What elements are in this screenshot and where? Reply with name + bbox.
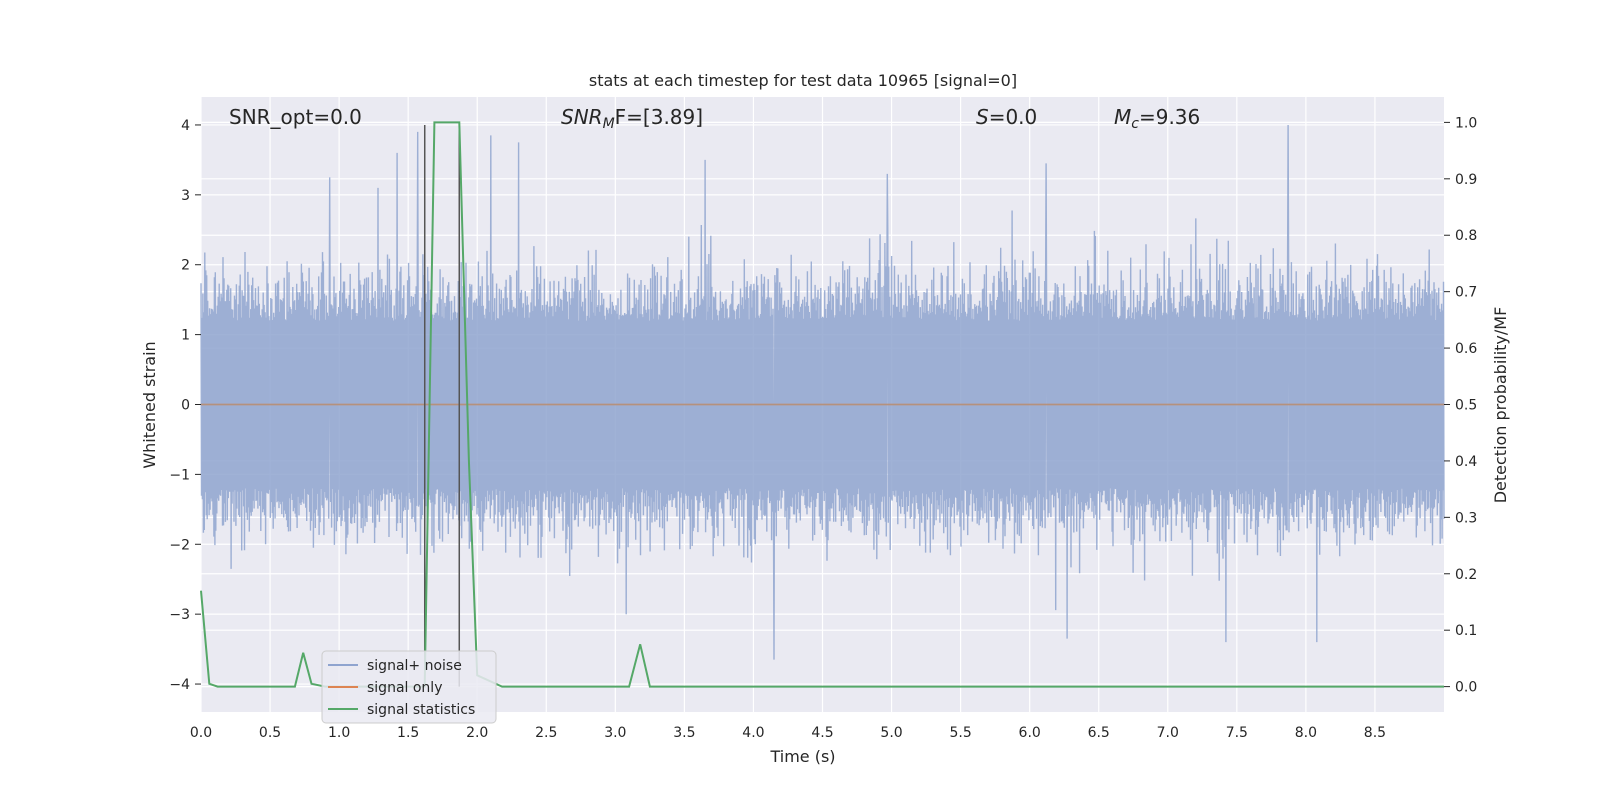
y-right-tick-label: 1.0 bbox=[1455, 115, 1477, 131]
chart-title: stats at each timestep for test data 109… bbox=[589, 71, 1017, 90]
y-right-tick-label: 0.5 bbox=[1455, 398, 1477, 414]
s-rest: =0.0 bbox=[989, 105, 1038, 129]
x-tick-label: 1.0 bbox=[328, 725, 350, 741]
y-tick-label: 0 bbox=[181, 398, 190, 414]
snr-mf-main: SNR bbox=[561, 105, 603, 129]
legend-entry-label: signal+ noise bbox=[367, 658, 462, 674]
series-line-signal-statistics bbox=[200, 121, 1444, 688]
annotations: SNR_opt=0.0 SNRMF=[3.89] S=0.0 Mc=9.36 bbox=[229, 105, 1200, 132]
legend-entry-label: signal statistics bbox=[367, 702, 475, 718]
y-right-tick-label: 0.6 bbox=[1455, 341, 1477, 357]
plot-area bbox=[200, 121, 1445, 688]
x-tick-label: 6.5 bbox=[1088, 725, 1110, 741]
y-tick-label: 4 bbox=[181, 118, 190, 134]
x-tick-label: 4.0 bbox=[742, 725, 764, 741]
x-tick-label: 7.0 bbox=[1157, 725, 1179, 741]
x-tick-label: 3.5 bbox=[673, 725, 695, 741]
snr-mf-sub: M bbox=[603, 116, 615, 132]
snr-mf-rest: F=[3.89] bbox=[615, 105, 703, 129]
x-tick-label: 8.5 bbox=[1364, 725, 1386, 741]
x-tick-label: 1.5 bbox=[397, 725, 419, 741]
y-right-tick-label: 0.7 bbox=[1455, 285, 1477, 301]
legend: signal+ noise signal only signal statistic… bbox=[321, 650, 497, 724]
mc-sub: c bbox=[1131, 116, 1139, 132]
x-tick-label: 2.0 bbox=[466, 725, 488, 741]
x-tick-label: 0.0 bbox=[190, 725, 212, 741]
legend-box bbox=[321, 650, 497, 724]
y-right-tick-label: 0.2 bbox=[1455, 567, 1477, 583]
x-tick-label: 5.0 bbox=[880, 725, 902, 741]
y-right-tick-label: 0.3 bbox=[1455, 510, 1477, 526]
y-axis-right-label: Detection probability/MF bbox=[1491, 307, 1510, 504]
mc-annotation: Mc=9.36 bbox=[1114, 105, 1200, 132]
x-tick-label: 6.0 bbox=[1019, 725, 1041, 741]
y-right-tick-label: 0.0 bbox=[1455, 680, 1477, 696]
legend-entry-label: signal only bbox=[367, 680, 442, 696]
mc-rest: =9.36 bbox=[1139, 105, 1200, 129]
series-line-signal-plus-noise bbox=[200, 124, 1445, 660]
x-tick-label: 8.0 bbox=[1295, 725, 1317, 741]
y-tick-label: 2 bbox=[181, 258, 190, 274]
x-tick-label: 7.5 bbox=[1226, 725, 1248, 741]
x-tick-label: 4.5 bbox=[811, 725, 833, 741]
x-tick-label: 3.0 bbox=[604, 725, 626, 741]
x-tick-label: 0.5 bbox=[259, 725, 281, 741]
y-tick-label: −3 bbox=[169, 607, 190, 623]
s-main: S bbox=[976, 105, 989, 129]
axes: 0.0 0.5 1.0 1.5 2.0 2.5 3.0 3.5 4.0 4.5 5.0 5.5 6.0 6… bbox=[169, 115, 1477, 741]
y-right-tick-label: 0.1 bbox=[1455, 623, 1477, 639]
y-axis-label: Whitened strain bbox=[140, 341, 159, 468]
y-tick-label: −2 bbox=[169, 537, 190, 553]
y-right-tick-label: 0.9 bbox=[1455, 172, 1477, 188]
y-right-tick-label: 0.4 bbox=[1455, 454, 1477, 470]
y-tick-label: −1 bbox=[169, 467, 190, 483]
x-axis-label: Time (s) bbox=[769, 747, 835, 766]
y-tick-label: 3 bbox=[181, 188, 190, 204]
mc-main: M bbox=[1114, 105, 1131, 129]
y-tick-label: −4 bbox=[169, 677, 190, 693]
snr-mf-annotation: SNRMF=[3.89] bbox=[561, 105, 703, 132]
s-annotation: S=0.0 bbox=[976, 105, 1037, 129]
x-tick-label: 5.5 bbox=[949, 725, 971, 741]
snr-opt-annotation: SNR_opt=0.0 bbox=[229, 105, 362, 129]
y-tick-label: 1 bbox=[181, 328, 190, 344]
y-right-tick-label: 0.8 bbox=[1455, 228, 1477, 244]
x-tick-label: 2.5 bbox=[535, 725, 557, 741]
